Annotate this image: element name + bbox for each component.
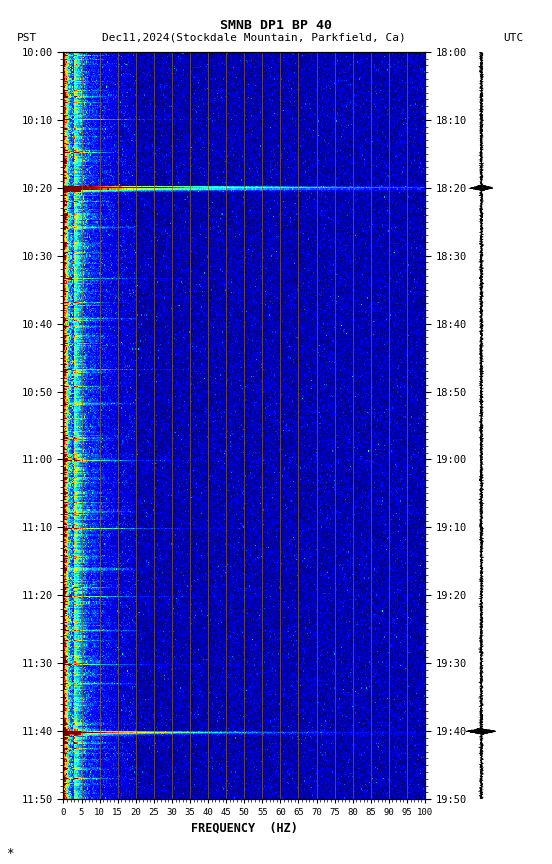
Text: SMNB DP1 BP 40: SMNB DP1 BP 40 [220,19,332,32]
Text: PST: PST [17,33,37,43]
Text: UTC: UTC [503,33,523,43]
Text: Dec11,2024(Stockdale Mountain, Parkfield, Ca): Dec11,2024(Stockdale Mountain, Parkfield… [102,33,406,43]
Text: *: * [6,847,13,860]
X-axis label: FREQUENCY  (HZ): FREQUENCY (HZ) [191,822,298,835]
